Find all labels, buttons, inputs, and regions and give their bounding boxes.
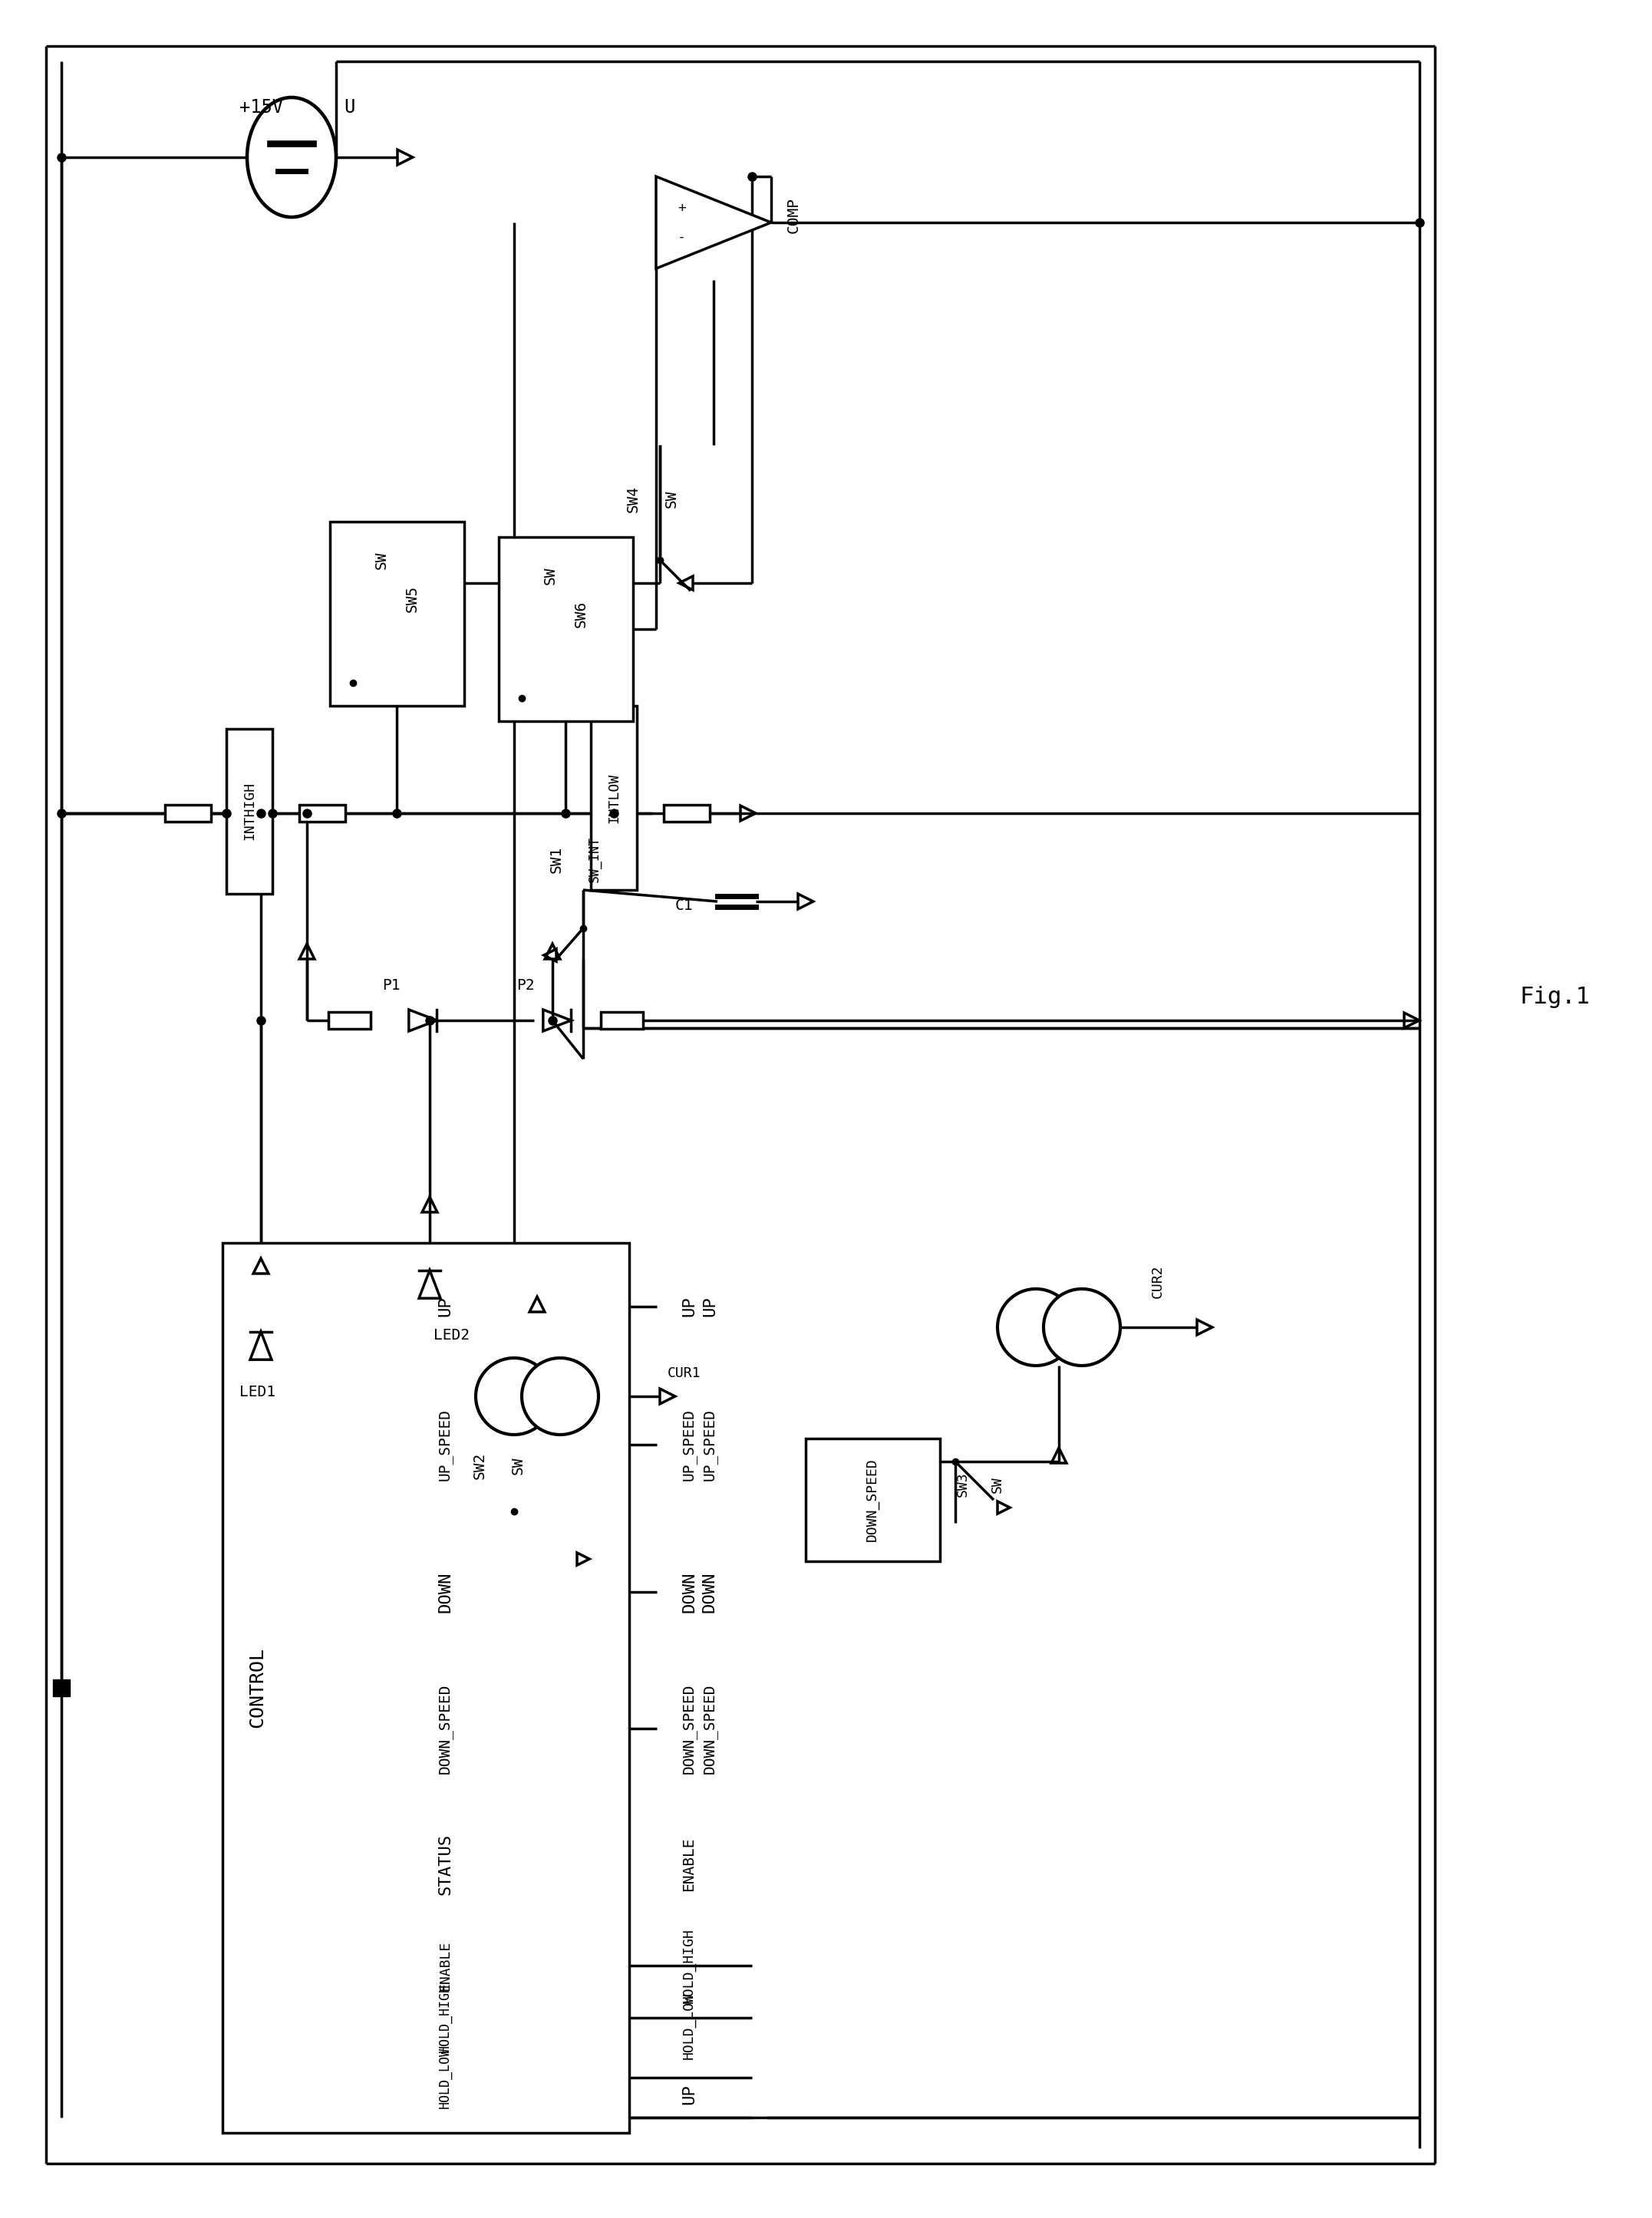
Text: DOWN_SPEED: DOWN_SPEED bbox=[438, 1683, 453, 1774]
Bar bbox=[330, 521, 464, 705]
Text: SW: SW bbox=[373, 550, 388, 570]
Text: SW: SW bbox=[664, 490, 679, 508]
Text: UP: UP bbox=[438, 1295, 453, 1317]
Text: C1: C1 bbox=[676, 898, 694, 912]
Text: UP: UP bbox=[702, 1295, 717, 1317]
Bar bbox=[226, 730, 273, 894]
Text: +15V: +15V bbox=[240, 98, 282, 118]
Bar bbox=[53, 1679, 69, 1697]
Text: SW: SW bbox=[510, 1457, 525, 1475]
Text: INTLOW: INTLOW bbox=[606, 772, 621, 823]
Text: ENABLE: ENABLE bbox=[682, 1837, 697, 1892]
Circle shape bbox=[522, 1357, 598, 1435]
Polygon shape bbox=[656, 177, 771, 268]
Bar bbox=[664, 805, 710, 821]
Text: UP_SPEED: UP_SPEED bbox=[682, 1408, 697, 1482]
Bar bbox=[165, 805, 211, 821]
Text: SW_INT: SW_INT bbox=[588, 836, 601, 883]
Text: HOLD_LOW: HOLD_LOW bbox=[438, 2047, 453, 2109]
Text: UP_SPEED: UP_SPEED bbox=[438, 1408, 453, 1482]
Text: HOLD_LOW: HOLD_LOW bbox=[682, 1992, 695, 2058]
Bar bbox=[591, 705, 638, 889]
Bar bbox=[499, 537, 633, 721]
Text: DOWN: DOWN bbox=[438, 1570, 453, 1612]
Text: HOLD_HIGH: HOLD_HIGH bbox=[438, 1983, 453, 2052]
Text: -: - bbox=[677, 231, 686, 244]
Text: Fig.1: Fig.1 bbox=[1520, 987, 1589, 1009]
Text: UP_SPEED: UP_SPEED bbox=[702, 1408, 717, 1482]
Bar bbox=[600, 1011, 643, 1029]
Ellipse shape bbox=[248, 98, 335, 217]
Text: SW3: SW3 bbox=[957, 1473, 970, 1497]
Text: STATUS: STATUS bbox=[438, 1834, 453, 1894]
Bar bbox=[299, 805, 345, 821]
Text: SW2: SW2 bbox=[472, 1453, 487, 1479]
Text: SW4: SW4 bbox=[626, 486, 641, 512]
Text: CUR1: CUR1 bbox=[667, 1366, 700, 1380]
Text: P1: P1 bbox=[382, 978, 400, 994]
Bar bbox=[806, 1439, 940, 1561]
Text: DOWN: DOWN bbox=[702, 1570, 717, 1612]
Text: SW6: SW6 bbox=[573, 601, 588, 628]
Text: INTHIGH: INTHIGH bbox=[243, 781, 256, 841]
Text: SW: SW bbox=[991, 1477, 1004, 1493]
Text: SW5: SW5 bbox=[405, 586, 420, 612]
Text: DOWN_SPEED: DOWN_SPEED bbox=[702, 1683, 717, 1774]
Text: DOWN_SPEED: DOWN_SPEED bbox=[866, 1457, 879, 1542]
Text: CUR2: CUR2 bbox=[1151, 1264, 1165, 1298]
Bar bbox=[329, 1011, 370, 1029]
Circle shape bbox=[476, 1357, 552, 1435]
Text: UP: UP bbox=[681, 2085, 697, 2105]
Text: SW: SW bbox=[544, 566, 557, 583]
Text: DOWN: DOWN bbox=[681, 1570, 697, 1612]
Bar bbox=[223, 1242, 629, 2134]
Text: HOLD_HIGH: HOLD_HIGH bbox=[682, 1927, 695, 2003]
Circle shape bbox=[1044, 1289, 1120, 1366]
Text: ENABLE: ENABLE bbox=[438, 1941, 453, 1990]
Text: UP: UP bbox=[681, 1295, 697, 1317]
Text: LED1: LED1 bbox=[240, 1386, 276, 1400]
Text: SW1: SW1 bbox=[548, 845, 563, 874]
Text: U: U bbox=[344, 98, 355, 118]
Text: +: + bbox=[677, 202, 686, 215]
Text: DOWN_SPEED: DOWN_SPEED bbox=[682, 1683, 697, 1774]
Text: LED2: LED2 bbox=[433, 1329, 469, 1342]
Text: P2: P2 bbox=[517, 978, 535, 994]
Text: COMP: COMP bbox=[786, 197, 801, 233]
Circle shape bbox=[998, 1289, 1074, 1366]
Text: CONTROL: CONTROL bbox=[248, 1648, 266, 1728]
